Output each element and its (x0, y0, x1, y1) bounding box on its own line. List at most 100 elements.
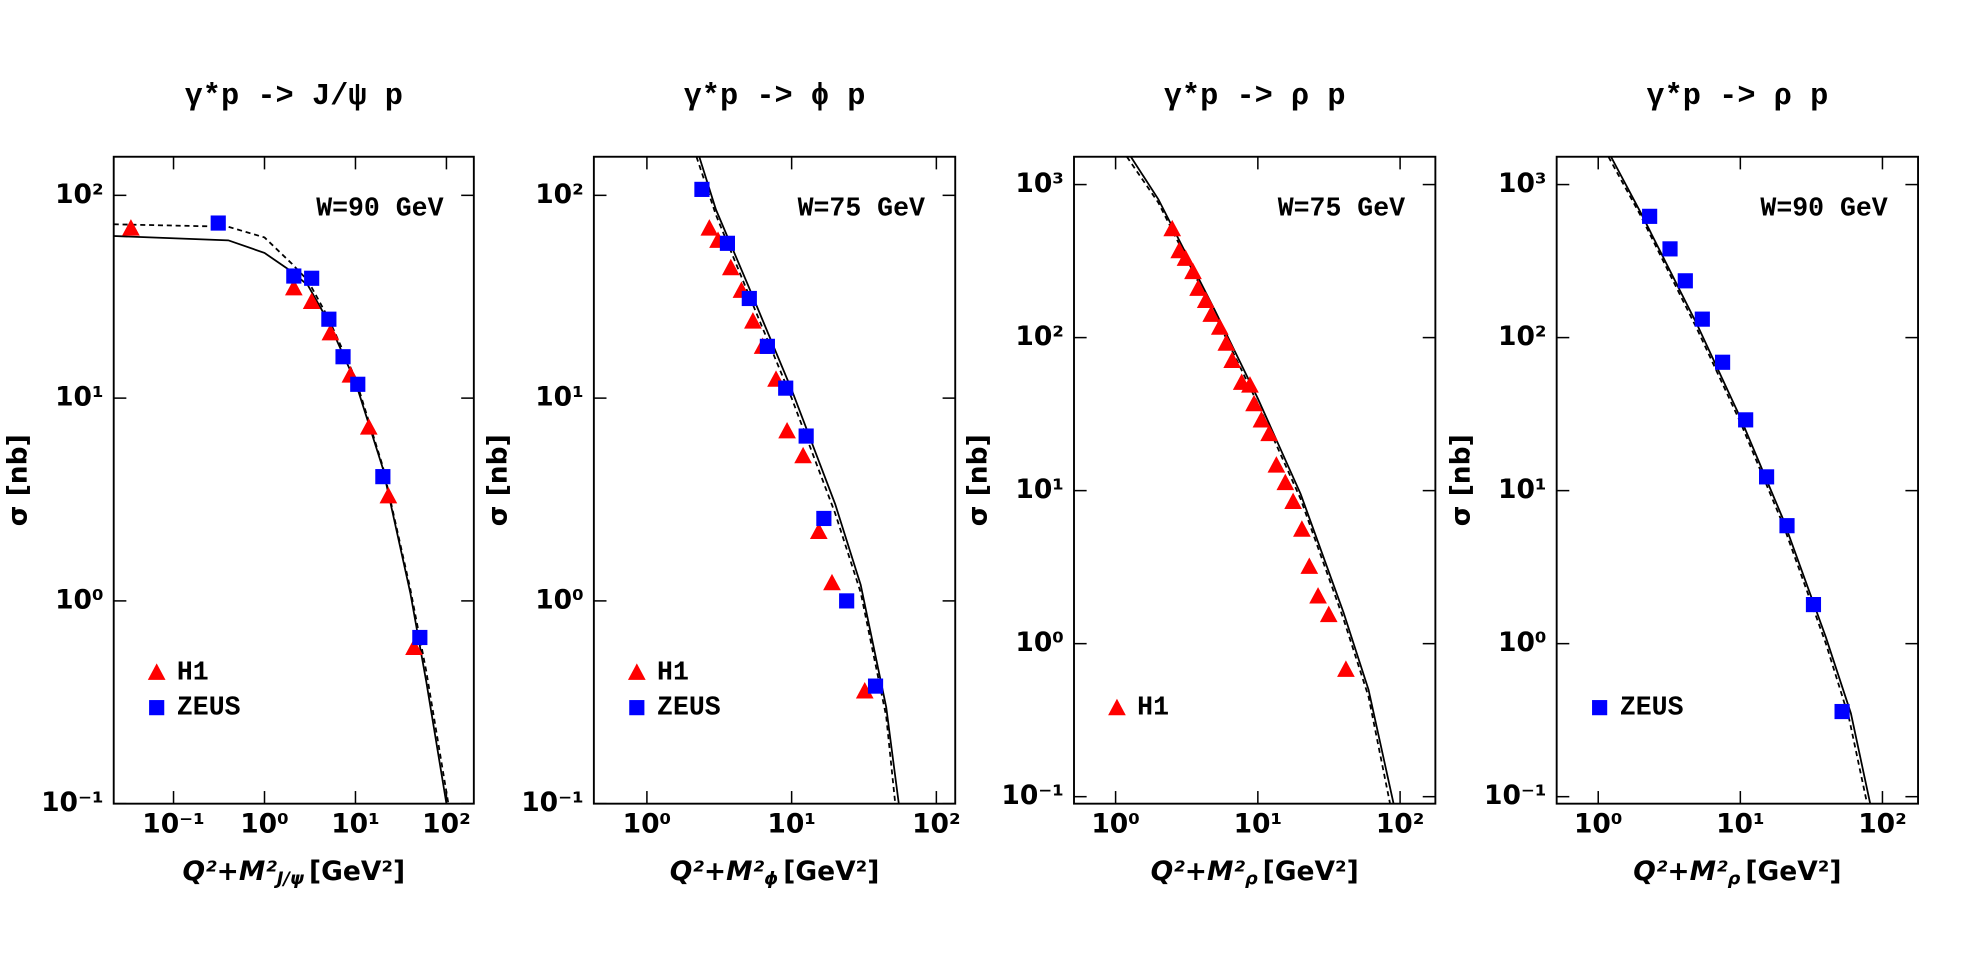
y-tick-label: 10³ (1498, 168, 1547, 199)
panel: γ*p -> J/ψ p W=90 GeV Q²+M²J/ψ [GeV²] σ [nb]… (2, 80, 475, 889)
y-tick-label: 10⁻¹ (1484, 780, 1547, 811)
y-tick-label: 10⁻¹ (1001, 780, 1064, 811)
y-tick-label: 10³ (1015, 168, 1064, 199)
plot-frame (592, 155, 957, 805)
triangle-marker (1300, 557, 1319, 574)
y-tick-label: 10⁰ (55, 584, 104, 615)
annotation: W=90 GeV (316, 194, 443, 224)
square-marker (839, 593, 855, 609)
panel: γ*p -> ϕ p W=75 GeV Q²+M²ϕ [GeV²] σ [nb] 10⁰ 1… (483, 80, 961, 889)
y-tick-label: 10¹ (1015, 474, 1064, 505)
triangle-marker (1189, 279, 1207, 296)
y-tick-label: 10⁰ (1015, 627, 1064, 658)
model-curve (1130, 156, 1395, 804)
triangle-marker (855, 682, 874, 699)
triangle-marker (302, 292, 321, 309)
plot-frame (112, 155, 475, 805)
square-marker (1779, 518, 1795, 534)
x-axis-label: Q²+M²J/ψ [GeV²] (182, 855, 405, 889)
plot-frame (1073, 155, 1437, 805)
x-label-sub: ϕ (764, 869, 778, 889)
y-tick-label: 10⁰ (535, 584, 584, 615)
annotation: W=75 GeV (798, 194, 925, 224)
x-tick-label: 10² (1858, 809, 1907, 840)
triangle-marker (1196, 291, 1215, 308)
y-tick-label: 10⁻¹ (521, 787, 584, 818)
square-marker (350, 376, 366, 392)
triangle-marker (778, 421, 796, 439)
x-label-base: Q²+M² (670, 855, 765, 886)
triangle-marker (809, 522, 828, 540)
square-marker (1759, 469, 1775, 485)
triangle-marker (1163, 219, 1182, 237)
y-tick-label: 10¹ (55, 382, 104, 413)
legend-label: ZEUS (657, 693, 721, 723)
triangle-marker (744, 312, 762, 329)
square-marker (778, 380, 794, 396)
square-marker (412, 629, 428, 646)
y-axis-label: σ [nb] (2, 434, 33, 526)
triangle-marker (1276, 473, 1295, 491)
model-curve (1607, 156, 1868, 804)
y-tick-label: 10² (1015, 321, 1064, 352)
panel-title: γ*p -> ϕ p (684, 80, 866, 114)
annotation: W=75 GeV (1278, 194, 1405, 224)
square-marker (1834, 703, 1850, 720)
square-marker (867, 678, 884, 694)
triangle-marker (1284, 492, 1302, 510)
square-marker (335, 349, 351, 365)
square-marker (719, 235, 736, 251)
square-marker (816, 510, 832, 527)
x-axis-label: Q²+M²ϕ [GeV²] (670, 855, 880, 889)
y-tick-label: 10¹ (535, 382, 584, 413)
y-tick-label: 10¹ (1498, 474, 1547, 505)
x-tick-label: 10¹ (1716, 809, 1765, 840)
x-label-base: Q²+M² (1633, 855, 1728, 886)
annotation: W=90 GeV (1760, 194, 1887, 224)
x-label-unit: [GeV²] (1745, 855, 1841, 886)
triangle-marker (1245, 394, 1263, 412)
y-tick-label: 10² (55, 179, 104, 210)
x-axis-label: Q²+M²ρ [GeV²] (1633, 855, 1841, 889)
y-tick-label: 10² (1498, 321, 1547, 352)
model-curve (695, 156, 897, 804)
x-tick-label: 10¹ (1234, 809, 1283, 840)
y-axis-label: σ [nb] (963, 434, 994, 526)
legend-label: ZEUS (177, 693, 241, 723)
square-marker (798, 428, 814, 444)
legend-swatch (1108, 698, 1126, 716)
triangle-marker (823, 573, 841, 591)
y-tick-label: 10⁻¹ (41, 787, 104, 818)
square-marker (1738, 412, 1754, 428)
x-label-base: Q²+M² (1151, 855, 1246, 886)
triangle-marker (1319, 605, 1338, 623)
triangle-marker (1337, 660, 1355, 677)
triangle-marker (379, 486, 398, 504)
x-tick-label: 10⁰ (1091, 809, 1140, 840)
triangle-marker (284, 278, 303, 296)
square-marker (694, 181, 710, 197)
x-label-unit: [GeV²] (309, 855, 405, 886)
square-marker (1642, 208, 1658, 224)
x-label-base: Q²+M² (182, 855, 277, 886)
x-tick-label: 10⁰ (240, 809, 289, 840)
legend-label: H1 (177, 657, 209, 687)
triangle-marker (321, 323, 340, 341)
model-curve (698, 156, 900, 804)
square-marker (1715, 354, 1731, 370)
legend-label: H1 (1137, 693, 1169, 723)
triangle-marker (1223, 351, 1242, 368)
triangle-marker (700, 219, 719, 236)
triangle-marker (1184, 262, 1202, 280)
panel-title: γ*p -> ρ p (1646, 80, 1828, 114)
plot-frame (1555, 155, 1919, 805)
legend-swatch (147, 663, 166, 680)
x-tick-label: 10² (422, 809, 471, 840)
model-curve (113, 223, 450, 804)
y-tick-label: 10⁰ (1498, 627, 1547, 658)
x-tick-label: 10⁰ (1574, 809, 1623, 840)
legend-swatch (1592, 700, 1608, 716)
legend-label: ZEUS (1620, 693, 1684, 723)
x-tick-label: 10² (1376, 809, 1425, 840)
x-axis-label: Q²+M²ρ [GeV²] (1151, 855, 1359, 889)
